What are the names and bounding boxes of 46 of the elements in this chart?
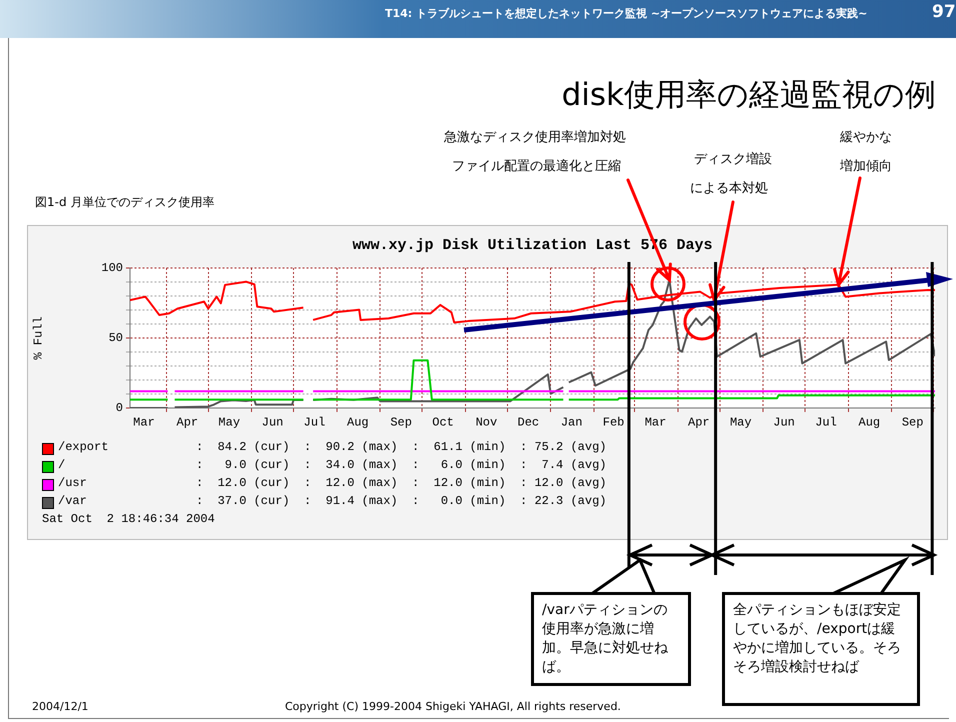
text: 全パティションもほぼ安定しているが、/exportは緩やかに増加している。そろそろ増設検討せねば	[722, 592, 920, 706]
annotation: ファイル配置の最適化と圧縮	[452, 158, 621, 175]
x-tick-label: Sep	[390, 415, 412, 430]
legend-label: /	[58, 458, 66, 472]
text: 97	[932, 2, 956, 22]
x-tick-label: Nov	[476, 415, 498, 430]
legend-label: /export	[58, 440, 108, 454]
x-tick-label: Aug	[858, 415, 880, 430]
text: /varパティションの使用率が急激に増加。早急に対処せねば。	[531, 592, 691, 686]
annotation: による本対処	[690, 180, 768, 197]
text: : 9.0 (cur) : 34.0 (max) : 6.0 (min) : 7.4 (avg)	[196, 458, 606, 472]
y-tick-label: 0	[116, 401, 123, 416]
text: T14: トラブルシュートを想定したネットワーク監視 ~オープンソースソフトウェアによる実践~	[385, 6, 868, 21]
x-tick-label: May	[730, 415, 752, 430]
x-tick-label: Jun	[262, 415, 284, 430]
x-tick-label: May	[218, 415, 240, 430]
text: 2004/12/1	[32, 700, 88, 713]
legend-label: /usr	[58, 476, 87, 490]
text: 緩やかな	[840, 129, 892, 146]
text: Sat Oct 2 18:46:34 2004	[42, 512, 215, 526]
x-tick-label: Apr	[176, 415, 198, 430]
legend-label: /var	[58, 494, 87, 508]
text: : 12.0 (cur) : 12.0 (max) : 12.0 (min) : 12.0 (avg)	[196, 476, 606, 490]
x-tick-label: Mar	[133, 415, 155, 430]
x-tick-label: Feb	[602, 415, 624, 430]
text: : 37.0 (cur) : 91.4 (max) : 0.0 (min) : 22.3 (avg)	[196, 494, 606, 508]
annotation: 増加傾向	[840, 158, 892, 175]
text: Copyright (C) 1999-2004 Shigeki YAHAGI, All rights reserved.	[285, 700, 621, 713]
text: ディスク増設	[694, 150, 772, 168]
x-tick-label: Sep	[902, 415, 924, 430]
text: disk使用率の経過監視の例	[562, 76, 936, 115]
x-tick-label: Mar	[644, 415, 666, 430]
x-tick-label: Jul	[815, 415, 837, 430]
y-tick-label: 50	[108, 331, 123, 346]
caption: 図1-d 月単位でのディスク使用率	[35, 194, 214, 211]
x-tick-label: Jun	[773, 415, 795, 430]
y-tick-label: 100	[101, 261, 123, 276]
x-tick-label: Apr	[688, 415, 710, 430]
x-tick-label: Oct	[432, 415, 454, 430]
x-tick-label: Jul	[304, 415, 326, 430]
text: 急激なディスク使用率増加対処	[444, 128, 626, 146]
y-axis-title: % Full	[31, 316, 46, 360]
x-tick-label: Aug	[347, 415, 369, 430]
text: : 84.2 (cur) : 90.2 (max) : 61.1 (min) : 75.2 (avg)	[196, 440, 606, 454]
x-tick-label: Jan	[560, 415, 582, 430]
x-tick-label: Dec	[518, 415, 540, 430]
